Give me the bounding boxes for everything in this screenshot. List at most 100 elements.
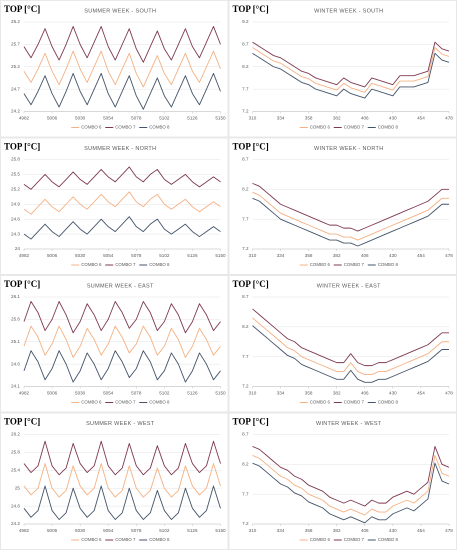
chart-panel: WINTER WEEK - NORTH TOP [°C] 7.2 7.7 8.2 8.7 3…	[228, 137, 457, 275]
y-axis-label: TOP [°C]	[233, 279, 269, 289]
series-line	[252, 41, 450, 88]
y-tick-label: 25.2	[11, 64, 20, 69]
legend-label: COMBO 7	[115, 400, 136, 405]
y-tick-label: 26.2	[11, 432, 20, 437]
series-line	[252, 47, 450, 93]
series-line	[252, 191, 449, 241]
chart-panel: SUMMER WEEK - EAST TOP [°C] 24.1 24.6 25.1 25…	[0, 275, 229, 413]
x-tick-label: 334	[277, 528, 285, 533]
y-tick-label: 7.7	[242, 86, 249, 91]
y-tick-label: 25	[15, 485, 21, 490]
legend-label: COMBO 7	[344, 537, 365, 542]
y-tick-label: 24.6	[11, 503, 20, 508]
x-tick-label: 406	[361, 391, 369, 396]
y-axis-label: TOP [°C]	[4, 142, 40, 152]
x-tick-label: 5126	[187, 391, 198, 396]
series-line	[252, 462, 450, 524]
legend-label: COMBO 8	[378, 537, 399, 542]
y-tick-label: 26.1	[11, 294, 20, 299]
y-tick-label: 8.2	[242, 324, 249, 329]
y-tick-label: 25.5	[11, 172, 20, 177]
x-tick-label: 382	[333, 116, 341, 121]
x-tick-label: 5030	[75, 253, 86, 258]
x-tick-label: 382	[333, 253, 341, 258]
y-tick-label: 7.7	[242, 491, 249, 496]
x-tick-label: 310	[249, 116, 257, 121]
y-tick-label: 8.7	[242, 42, 249, 47]
x-tick-label: 5078	[131, 528, 142, 533]
legend-label: COMBO 8	[149, 537, 170, 542]
series-line	[252, 308, 449, 367]
y-tick-label: 8.7	[242, 157, 249, 162]
panel-border	[228, 412, 457, 550]
x-tick-label: 5006	[47, 253, 58, 258]
x-tick-label: 4982	[19, 528, 30, 533]
x-tick-label: 406	[361, 116, 369, 121]
y-tick-label: 8.2	[242, 187, 249, 192]
y-tick-label: 26.2	[11, 19, 20, 24]
y-tick-label: 7.7	[242, 354, 249, 359]
x-tick-label: 454	[417, 116, 425, 121]
x-tick-label: 5102	[159, 253, 170, 258]
chart-title: SUMMER WEEK - WEST	[86, 421, 155, 427]
series-line	[23, 26, 221, 63]
x-tick-label: 454	[417, 391, 425, 396]
x-tick-label: 358	[305, 391, 313, 396]
chart-panel: WINTER WEEK - EAST TOP [°C] 7.2 7.7 8.2 8.7 31…	[228, 275, 457, 413]
x-tick-label: 4982	[19, 391, 30, 396]
chart-title: SUMMER WEEK - SOUTH	[84, 8, 156, 14]
legend-label: COMBO 8	[378, 400, 399, 405]
chart-panel: SUMMER WEEK - NORTH TOP [°C] 24 24.3 24.6 24.…	[0, 137, 229, 275]
x-tick-label: 310	[249, 391, 257, 396]
y-tick-label: 25.8	[11, 450, 20, 455]
series-line	[23, 463, 221, 498]
y-axis-label: TOP [°C]	[233, 417, 269, 427]
chart-title: SUMMER WEEK - EAST	[87, 283, 154, 289]
x-tick-label: 5102	[159, 528, 170, 533]
x-tick-label: 430	[389, 253, 397, 258]
x-tick-label: 5030	[75, 391, 86, 396]
x-tick-label: 5102	[159, 116, 170, 121]
series-line	[23, 301, 221, 334]
series-line	[252, 52, 450, 99]
series-line	[23, 166, 221, 190]
y-axis-label: TOP [°C]	[233, 4, 269, 14]
x-tick-label: 5150	[215, 253, 226, 258]
y-tick-label: 24.6	[11, 216, 20, 221]
y-tick-label: 24.7	[11, 86, 20, 91]
x-tick-label: 5126	[187, 116, 198, 121]
y-tick-label: 25.1	[11, 339, 20, 344]
series-line	[23, 485, 221, 520]
x-tick-label: 5126	[187, 528, 198, 533]
y-axis-label: TOP [°C]	[4, 4, 40, 14]
y-tick-label: 7.2	[242, 384, 249, 389]
series-line	[23, 325, 221, 358]
legend-label: COMBO 7	[115, 537, 136, 542]
chart-title: WINTER WEEK - EAST	[317, 283, 381, 289]
x-tick-label: 5054	[103, 116, 114, 121]
x-tick-label: 5006	[47, 528, 58, 533]
legend-label: COMBO 6	[310, 400, 331, 405]
legend-label: COMBO 6	[310, 537, 331, 542]
x-tick-label: 406	[361, 528, 369, 533]
x-tick-label: 358	[305, 253, 313, 258]
x-tick-label: 310	[249, 528, 257, 533]
y-tick-label: 25.7	[11, 42, 20, 47]
series-line	[23, 73, 221, 110]
chart-panel: WINTER WEEK - SOUTH TOP [°C] 7.2 7.7 8.2 8.7 9…	[228, 0, 457, 138]
x-tick-label: 430	[389, 391, 397, 396]
x-tick-label: 5078	[131, 116, 142, 121]
x-tick-label: 5078	[131, 391, 142, 396]
legend-label: COMBO 8	[149, 262, 170, 267]
x-tick-label: 358	[305, 528, 313, 533]
x-tick-label: 4982	[19, 116, 30, 121]
y-tick-label: 7.2	[242, 246, 249, 251]
series-line	[23, 440, 221, 476]
x-tick-label: 430	[389, 116, 397, 121]
x-tick-label: 5030	[75, 528, 86, 533]
y-tick-label: 24.1	[11, 384, 20, 389]
y-tick-label: 24.3	[11, 231, 20, 236]
legend-label: COMBO 8	[378, 262, 399, 267]
panel-border	[0, 275, 229, 413]
y-tick-label: 24.6	[11, 361, 20, 366]
